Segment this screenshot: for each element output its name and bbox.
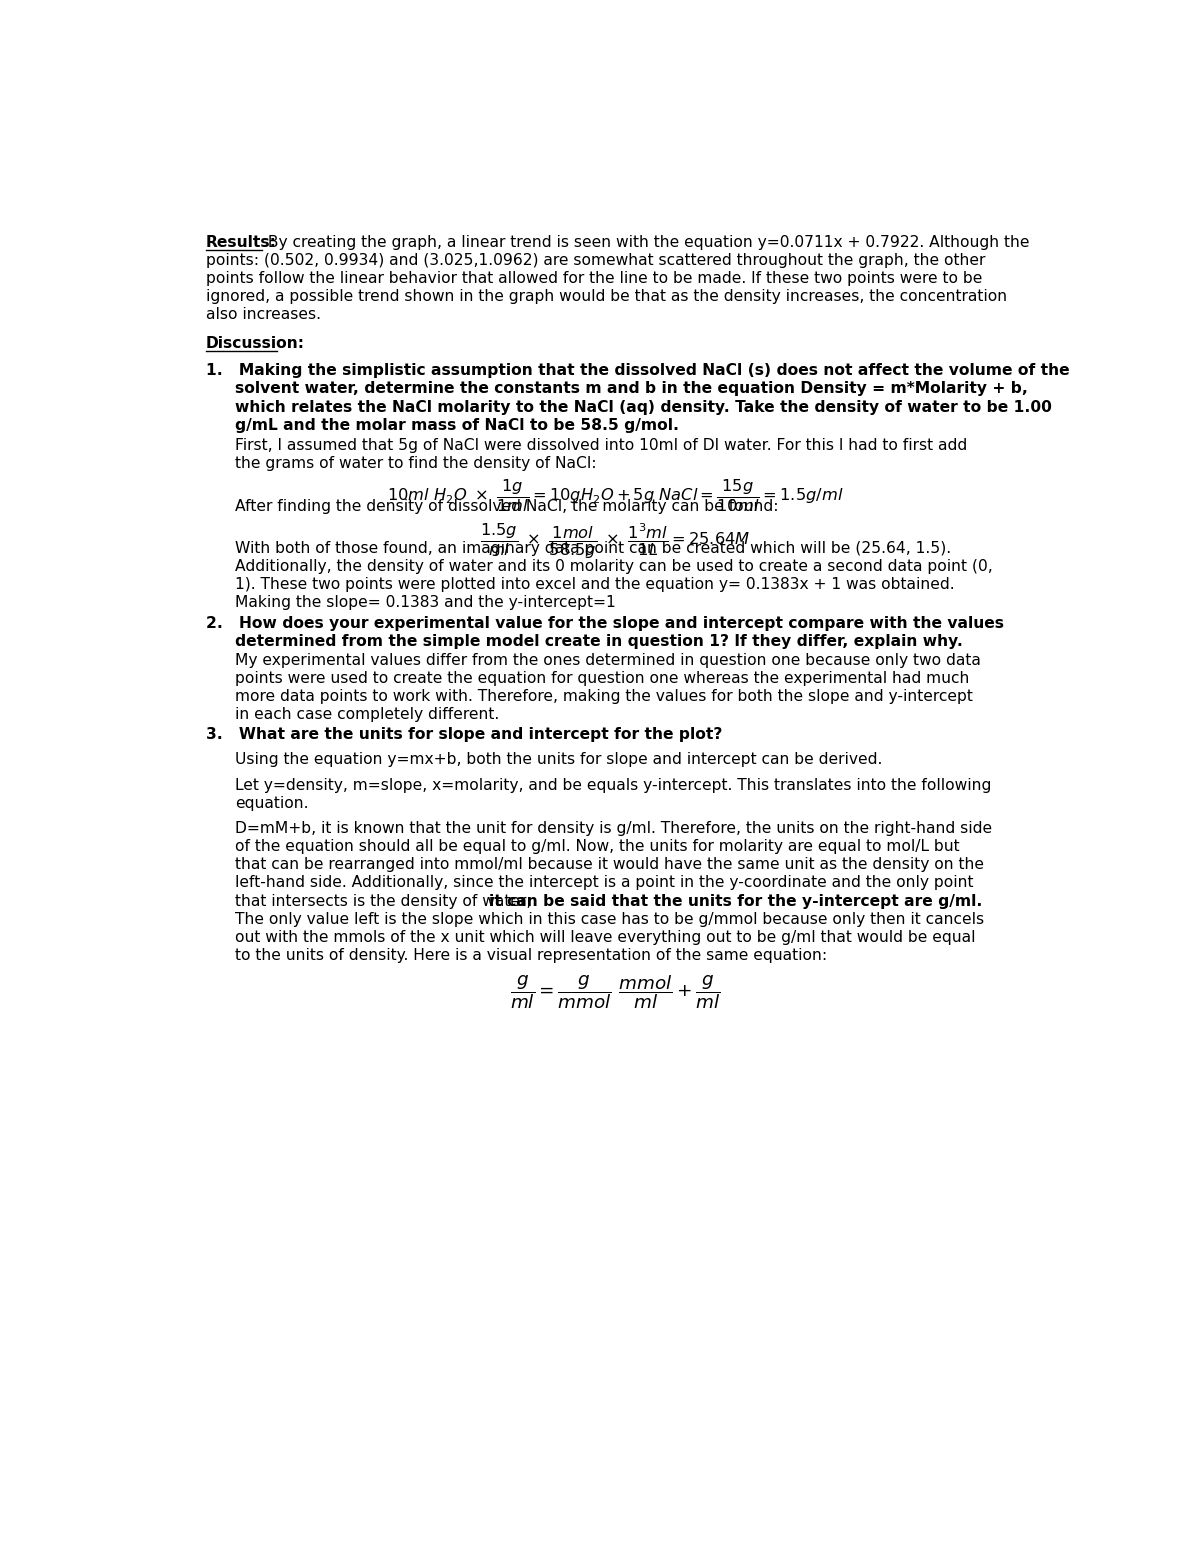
Text: g/mL and the molar mass of NaCl to be 58.5 g/mol.: g/mL and the molar mass of NaCl to be 58…: [235, 418, 679, 433]
Text: D=mM+b, it is known that the unit for density is g/ml. Therefore, the units on t: D=mM+b, it is known that the unit for de…: [235, 822, 992, 836]
Text: $10ml\ H_2O\ \times\ \dfrac{1g}{1ml} = 10gH_2O + 5g\ NaCl = \dfrac{15g}{10ml} = : $10ml\ H_2O\ \times\ \dfrac{1g}{1ml} = 1…: [386, 478, 844, 514]
Text: ignored, a possible trend shown in the graph would be that as the density increa: ignored, a possible trend shown in the g…: [206, 289, 1007, 304]
Text: After finding the density of dissolved NaCl, the molarity can be found:: After finding the density of dissolved N…: [235, 499, 779, 514]
Text: $\dfrac{1.5g}{ml}\ \times\ \dfrac{1mol}{58.5g}\ \times\ \dfrac{1^3ml}{1L} = 25.6: $\dfrac{1.5g}{ml}\ \times\ \dfrac{1mol}{…: [480, 522, 750, 561]
Text: 1). These two points were plotted into excel and the equation y= 0.1383x + 1 was: 1). These two points were plotted into e…: [235, 576, 955, 592]
Text: left-hand side. Additionally, since the intercept is a point in the y-coordinate: left-hand side. Additionally, since the …: [235, 876, 973, 890]
Text: that can be rearranged into mmol/ml because it would have the same unit as the d: that can be rearranged into mmol/ml beca…: [235, 857, 984, 873]
Text: My experimental values differ from the ones determined in question one because o: My experimental values differ from the o…: [235, 652, 982, 668]
Text: the grams of water to find the density of NaCl:: the grams of water to find the density o…: [235, 455, 596, 471]
Text: points were used to create the equation for question one whereas the experimenta: points were used to create the equation …: [235, 671, 970, 686]
Text: that intersects is the density of water,: that intersects is the density of water,: [235, 893, 536, 909]
Text: Additionally, the density of water and its 0 molarity can be used to create a se: Additionally, the density of water and i…: [235, 559, 994, 573]
Text: out with the mmols of the x unit which will leave everything out to be g/ml that: out with the mmols of the x unit which w…: [235, 930, 976, 944]
Text: $\dfrac{g}{ml} = \dfrac{g}{mmol}\ \dfrac{mmol}{ml} + \dfrac{g}{ml}$: $\dfrac{g}{ml} = \dfrac{g}{mmol}\ \dfrac…: [510, 974, 720, 1011]
Text: equation.: equation.: [235, 795, 308, 811]
Text: By creating the graph, a linear trend is seen with the equation y=0.0711x + 0.79: By creating the graph, a linear trend is…: [263, 235, 1030, 250]
Text: points: (0.502, 0.9934) and (3.025,1.0962) are somewhat scattered throughout the: points: (0.502, 0.9934) and (3.025,1.096…: [206, 253, 985, 269]
Text: determined from the simple model create in question 1? If they differ, explain w: determined from the simple model create …: [235, 634, 964, 649]
Text: of the equation should all be equal to g/ml. Now, the units for molarity are equ: of the equation should all be equal to g…: [235, 839, 960, 854]
Text: solvent water, determine the constants m and b in the equation Density = m*Molar: solvent water, determine the constants m…: [235, 382, 1028, 396]
Text: 3.   What are the units for slope and intercept for the plot?: 3. What are the units for slope and inte…: [206, 727, 722, 742]
Text: Making the slope= 0.1383 and the y-intercept=1: Making the slope= 0.1383 and the y-inter…: [235, 595, 616, 610]
Text: also increases.: also increases.: [206, 307, 320, 323]
Text: Let y=density, m=slope, x=molarity, and be equals y-intercept. This translates i: Let y=density, m=slope, x=molarity, and …: [235, 778, 991, 792]
Text: The only value left is the slope which in this case has to be g/mmol because onl: The only value left is the slope which i…: [235, 912, 984, 927]
Text: points follow the linear behavior that allowed for the line to be made. If these: points follow the linear behavior that a…: [206, 272, 982, 286]
Text: First, I assumed that 5g of NaCl were dissolved into 10ml of DI water. For this : First, I assumed that 5g of NaCl were di…: [235, 438, 967, 452]
Text: Using the equation y=mx+b, both the units for slope and intercept can be derived: Using the equation y=mx+b, both the unit…: [235, 752, 883, 767]
Text: 2.   How does your experimental value for the slope and intercept compare with t: 2. How does your experimental value for …: [206, 617, 1003, 631]
Text: which relates the NaCl molarity to the NaCl (aq) density. Take the density of wa: which relates the NaCl molarity to the N…: [235, 399, 1052, 415]
Text: 1.   Making the simplistic assumption that the dissolved NaCl (s) does not affec: 1. Making the simplistic assumption that…: [206, 363, 1069, 379]
Text: it can be said that the units for the y-intercept are g/ml.: it can be said that the units for the y-…: [488, 893, 982, 909]
Text: Discussion:: Discussion:: [206, 335, 305, 351]
Text: With both of those found, an imaginary data point can be created which will be (: With both of those found, an imaginary d…: [235, 540, 952, 556]
Text: more data points to work with. Therefore, making the values for both the slope a: more data points to work with. Therefore…: [235, 690, 973, 704]
Text: to the units of density. Here is a visual representation of the same equation:: to the units of density. Here is a visua…: [235, 947, 827, 963]
Text: in each case completely different.: in each case completely different.: [235, 707, 499, 722]
Text: Results:: Results:: [206, 235, 277, 250]
